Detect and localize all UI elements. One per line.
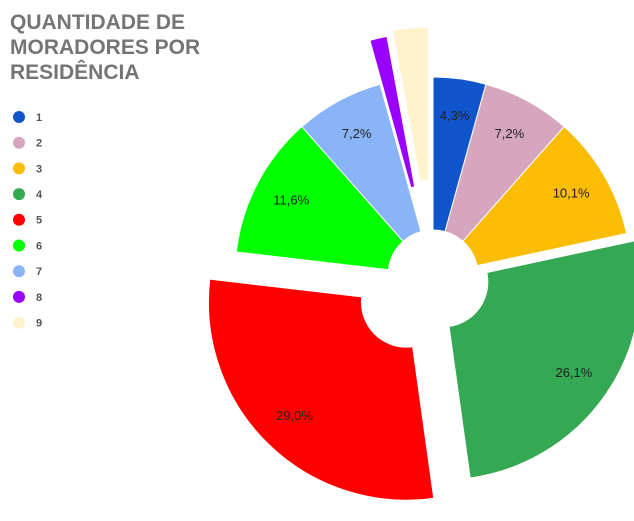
legend-label: 8 <box>36 292 42 304</box>
slice <box>462 125 628 267</box>
slice <box>448 240 634 479</box>
legend-swatch <box>13 239 25 252</box>
legend-label: 2 <box>36 138 42 150</box>
slice <box>235 125 404 271</box>
slice-label: 4,3% <box>440 108 470 123</box>
legend-swatch <box>13 136 25 149</box>
legend-label: 6 <box>36 240 42 252</box>
legend-swatch <box>13 188 25 201</box>
legend-swatch <box>13 213 25 226</box>
legend-label: 1 <box>36 112 42 124</box>
slice <box>207 278 435 501</box>
legend-swatch <box>13 290 25 303</box>
legend-label: 5 <box>36 215 42 227</box>
legend-label: 9 <box>36 318 42 330</box>
legend-swatch <box>13 265 25 278</box>
slice-label: 10,1% <box>553 186 590 201</box>
legend-label: 3 <box>36 163 42 175</box>
slice-label: 7,2% <box>495 126 525 141</box>
slice <box>369 35 416 189</box>
slice-label: 11,6% <box>273 192 309 207</box>
slice-label: 26,1% <box>555 365 592 380</box>
slice <box>391 26 429 182</box>
chart-title: QUANTIDADE DE MORADORES POR RESIDÊNCIA <box>10 11 201 84</box>
slice-label: 29,0% <box>276 408 313 423</box>
legend-label: 7 <box>36 266 42 278</box>
slice <box>301 83 422 242</box>
legend-label: 4 <box>36 189 43 201</box>
legend-swatch <box>13 162 25 175</box>
slice-label: 7,2% <box>342 126 372 141</box>
legend-swatch <box>13 316 25 329</box>
legend-swatch <box>13 111 25 123</box>
